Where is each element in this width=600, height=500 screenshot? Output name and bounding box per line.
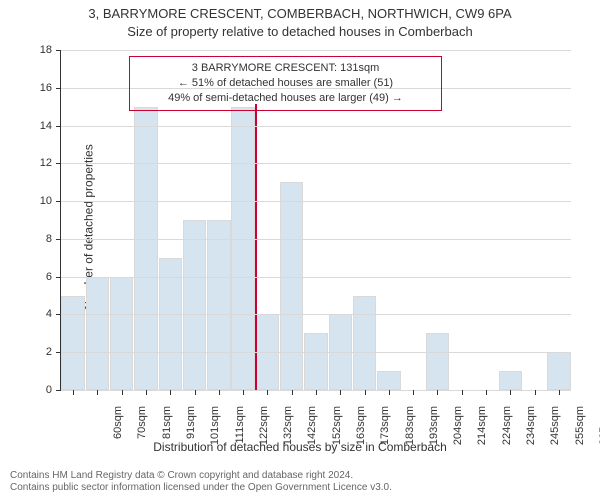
ytick-label: 10 (12, 195, 52, 207)
xtick-mark (365, 390, 366, 395)
histogram-bar (304, 333, 327, 390)
gridline (61, 50, 571, 51)
xtick-mark (292, 390, 293, 395)
xtick-label: 142sqm (306, 406, 318, 456)
xtick-label: 91sqm (185, 406, 197, 456)
xtick-mark (389, 390, 390, 395)
xtick-label: 245sqm (549, 406, 561, 456)
footer-line-2: Contains public sector information licen… (10, 482, 590, 494)
chart-subtitle: Size of property relative to detached ho… (0, 24, 600, 39)
xtick-mark (340, 390, 341, 395)
histogram-chart: 3, BARRYMORE CRESCENT, COMBERBACH, NORTH… (0, 0, 600, 500)
gridline (61, 163, 571, 164)
xtick-mark (170, 390, 171, 395)
ytick-mark (56, 277, 61, 278)
annotation-line: 3 BARRYMORE CRESCENT: 131sqm (138, 61, 433, 76)
ytick-mark (56, 201, 61, 202)
xtick-mark (559, 390, 560, 395)
histogram-bar (61, 296, 84, 390)
xtick-label: 255sqm (574, 406, 586, 456)
ytick-mark (56, 126, 61, 127)
ytick-mark (56, 50, 61, 51)
xtick-mark (437, 390, 438, 395)
gridline (61, 126, 571, 127)
ytick-mark (56, 390, 61, 391)
ytick-mark (56, 314, 61, 315)
xtick-label: 60sqm (112, 406, 124, 456)
histogram-bar (231, 107, 254, 390)
histogram-bar (353, 296, 376, 390)
xtick-mark (316, 390, 317, 395)
ytick-label: 2 (12, 346, 52, 358)
xtick-label: 132sqm (282, 406, 294, 456)
annotation-line: 49% of semi-detached houses are larger (… (138, 91, 433, 106)
ytick-mark (56, 88, 61, 89)
xtick-mark (535, 390, 536, 395)
ytick-mark (56, 239, 61, 240)
xtick-mark (146, 390, 147, 395)
ytick-label: 0 (12, 384, 52, 396)
xtick-mark (486, 390, 487, 395)
xtick-mark (122, 390, 123, 395)
gridline (61, 201, 571, 202)
xtick-label: 214sqm (476, 406, 488, 456)
annotation-box: 3 BARRYMORE CRESCENT: 131sqm← 51% of det… (129, 56, 442, 111)
reference-marker-line (255, 104, 257, 390)
gridline (61, 277, 571, 278)
xtick-label: 111sqm (234, 406, 246, 456)
histogram-bar (280, 182, 303, 390)
xtick-mark (97, 390, 98, 395)
gridline (61, 352, 571, 353)
xtick-label: 173sqm (379, 406, 391, 456)
gridline (61, 314, 571, 315)
xtick-mark (73, 390, 74, 395)
histogram-bar (86, 277, 109, 390)
histogram-bar (110, 277, 133, 390)
xtick-label: 183sqm (404, 406, 416, 456)
xtick-mark (195, 390, 196, 395)
xtick-label: 163sqm (355, 406, 367, 456)
ytick-label: 18 (12, 44, 52, 56)
ytick-label: 4 (12, 308, 52, 320)
footer-attribution: Contains HM Land Registry data © Crown c… (10, 470, 590, 494)
histogram-bar (134, 107, 157, 390)
histogram-bar (377, 371, 400, 390)
histogram-bar (183, 220, 206, 390)
plot-area: 3 BARRYMORE CRESCENT: 131sqm← 51% of det… (60, 50, 571, 391)
xtick-label: 81sqm (161, 406, 173, 456)
xtick-mark (243, 390, 244, 395)
gridline (61, 239, 571, 240)
ytick-label: 12 (12, 157, 52, 169)
xtick-mark (219, 390, 220, 395)
ytick-label: 6 (12, 271, 52, 283)
xtick-label: 122sqm (258, 406, 270, 456)
ytick-label: 16 (12, 82, 52, 94)
xtick-label: 234sqm (525, 406, 537, 456)
xtick-label: 224sqm (501, 406, 513, 456)
ytick-label: 14 (12, 120, 52, 132)
histogram-bar (207, 220, 230, 390)
xtick-mark (267, 390, 268, 395)
ytick-mark (56, 352, 61, 353)
footer-line-1: Contains HM Land Registry data © Crown c… (10, 470, 590, 482)
xtick-label: 101sqm (209, 406, 221, 456)
chart-title: 3, BARRYMORE CRESCENT, COMBERBACH, NORTH… (0, 6, 600, 21)
xtick-mark (462, 390, 463, 395)
histogram-bar (547, 352, 570, 390)
ytick-mark (56, 163, 61, 164)
xtick-label: 152sqm (331, 406, 343, 456)
ytick-label: 8 (12, 233, 52, 245)
xtick-mark (413, 390, 414, 395)
annotation-line: ← 51% of detached houses are smaller (51… (138, 76, 433, 91)
xtick-mark (510, 390, 511, 395)
xtick-label: 204sqm (452, 406, 464, 456)
xtick-label: 193sqm (428, 406, 440, 456)
histogram-bar (426, 333, 449, 390)
histogram-bar (499, 371, 522, 390)
xtick-label: 70sqm (136, 406, 148, 456)
